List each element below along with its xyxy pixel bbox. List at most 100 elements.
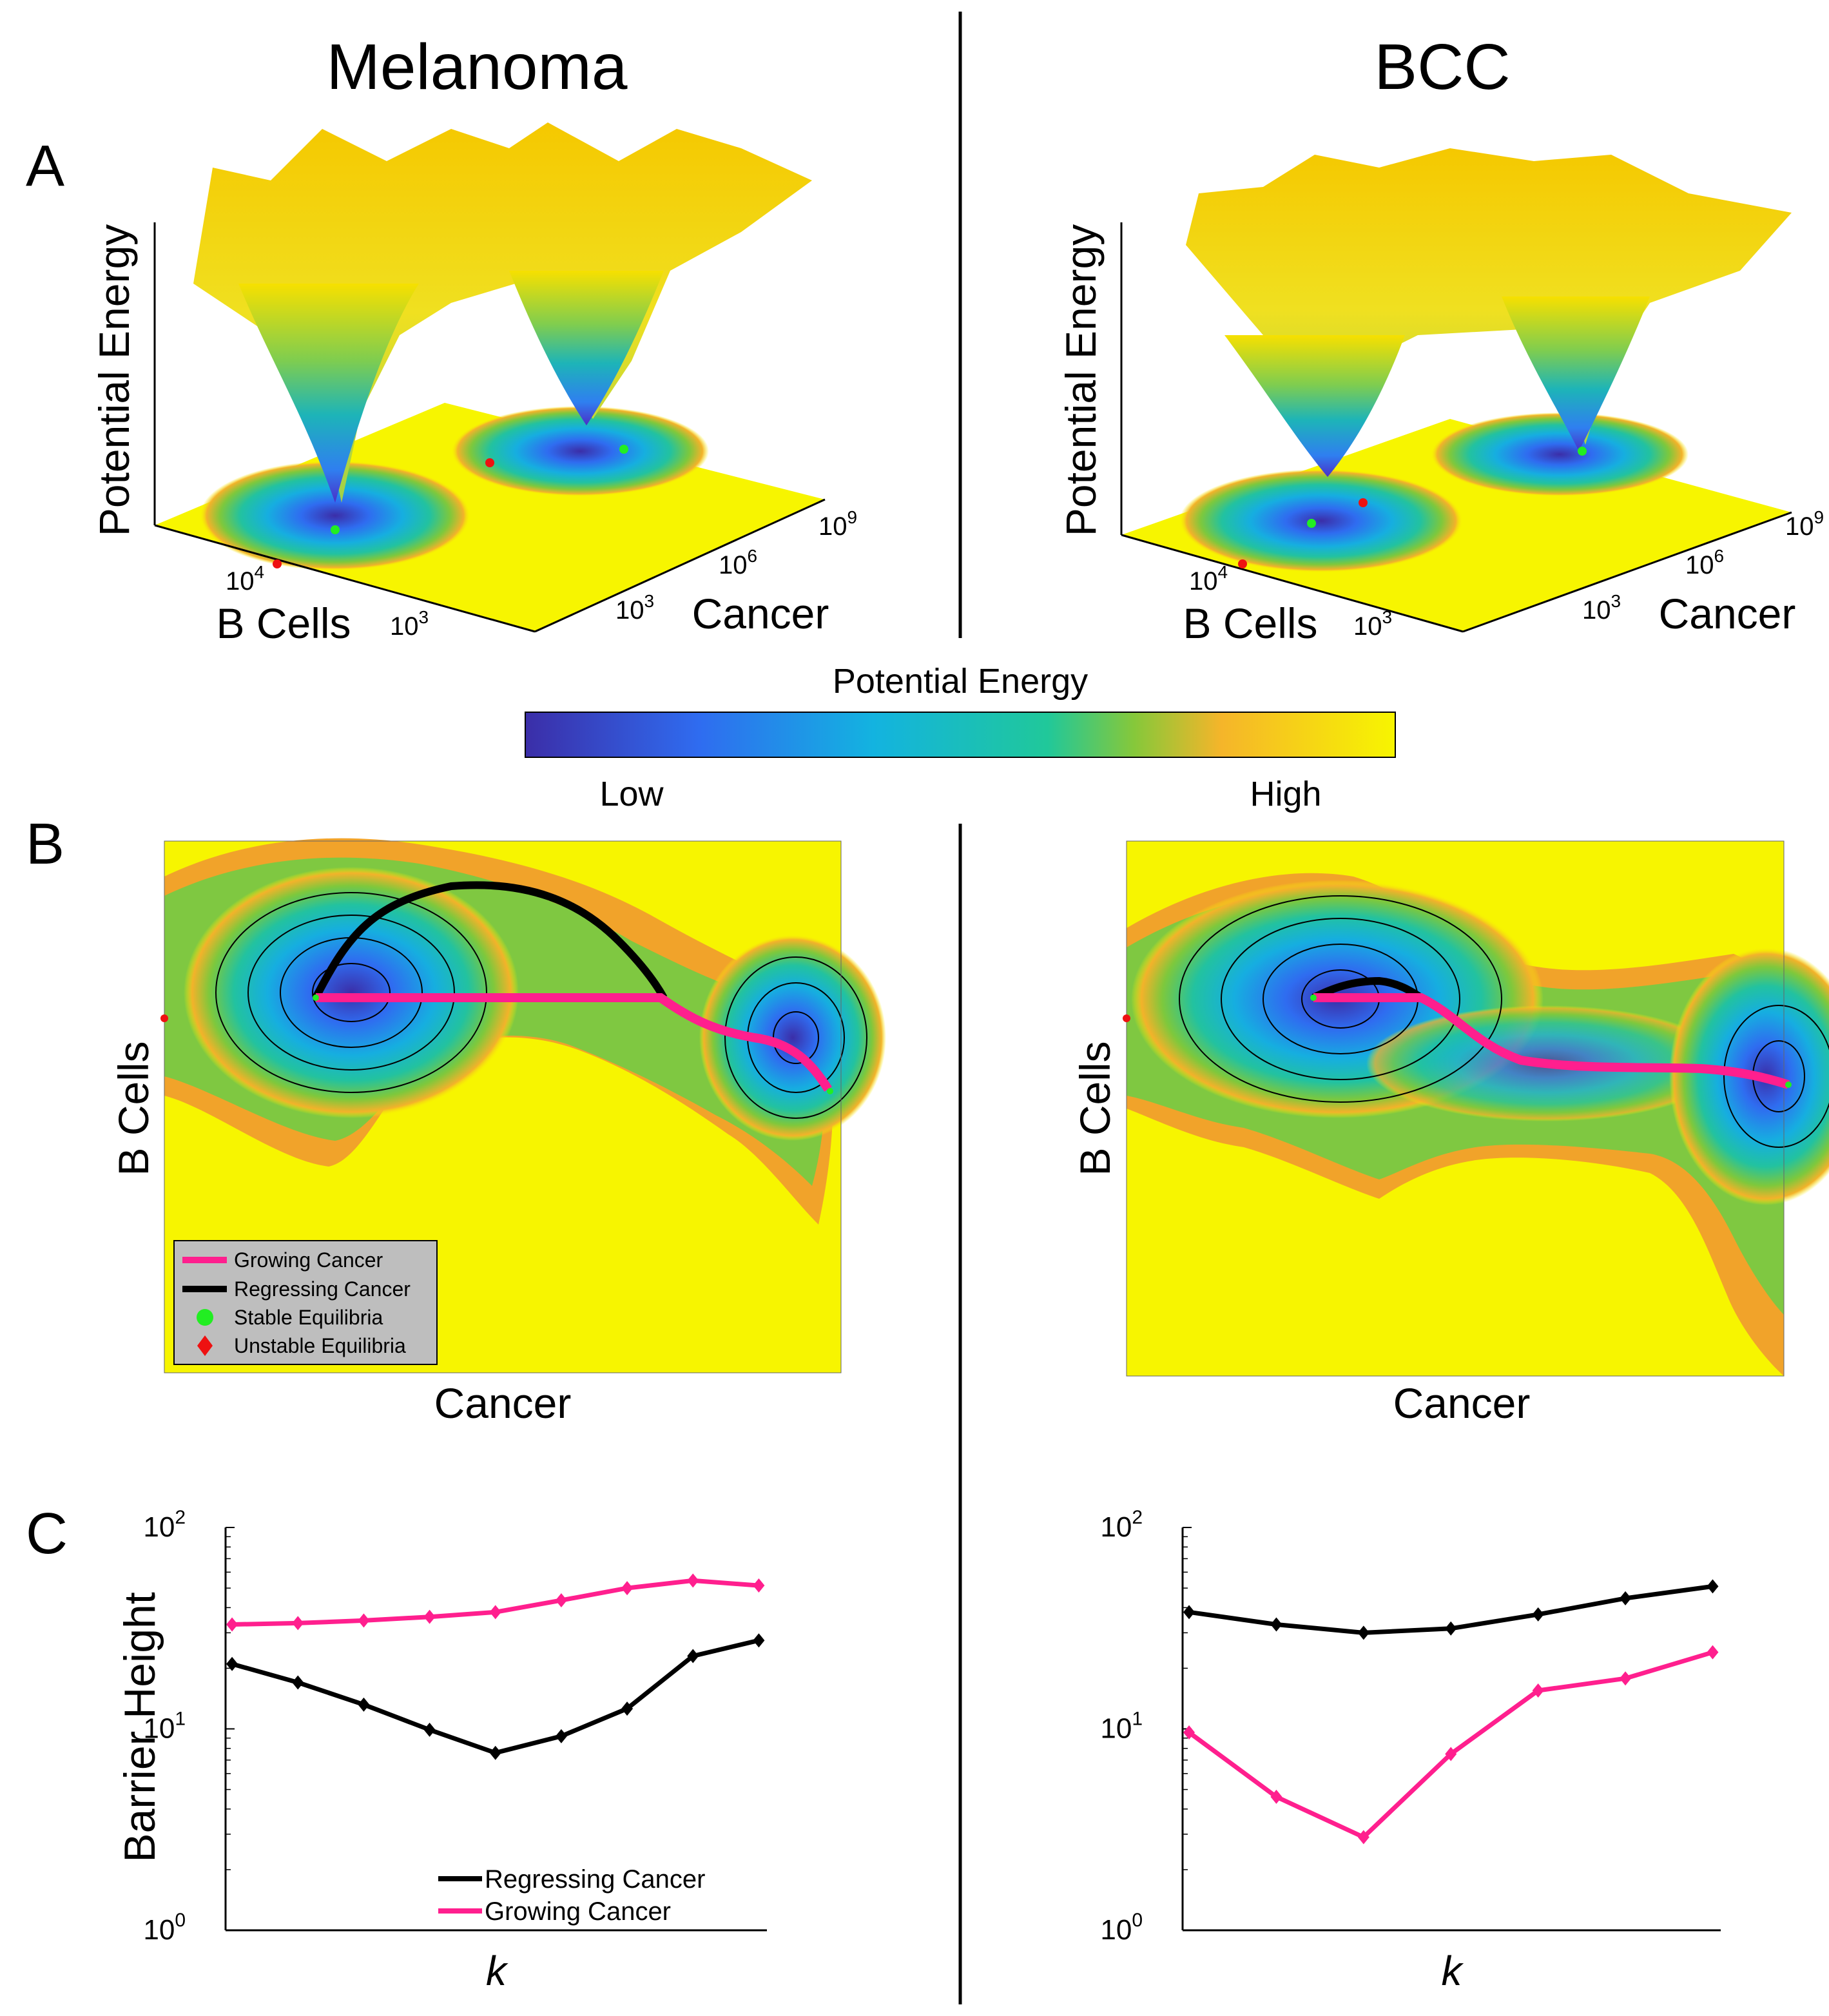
unstable-equilibrium [273, 559, 282, 568]
cancer-tick: 103 [1582, 591, 1621, 625]
data-point [1532, 1607, 1544, 1622]
data-point [1270, 1789, 1282, 1804]
b-cells-tick: 103 [1353, 607, 1392, 641]
y-axis-label: B Cells [216, 599, 351, 647]
x-axis [534, 498, 826, 633]
floor-basin [451, 406, 709, 496]
data-point [621, 1581, 634, 1596]
x-axis-label: Cancer [692, 590, 829, 637]
floor-basin [200, 461, 470, 570]
plot-frame [1126, 840, 1785, 1377]
cancer-tick: 109 [818, 507, 857, 541]
y-tick-label: 100 [143, 1910, 186, 1946]
growing-trajectory [1313, 993, 1790, 1089]
plot-frame [164, 840, 842, 1373]
cancer-tick: 103 [615, 591, 654, 625]
data-point [226, 1617, 238, 1632]
stable-equilibrium [1307, 519, 1316, 528]
floor-basin [1179, 469, 1463, 572]
contour-lines [215, 892, 867, 1119]
colorbar: Potential Energy Low High [525, 662, 1396, 813]
z-axis-label: Potential Energy [90, 224, 138, 536]
x-axis-label: k [1442, 1948, 1464, 1994]
z-axis-label: Potential Energy [1057, 224, 1105, 536]
energy-well [1224, 335, 1405, 477]
regressing-trajectory [1311, 976, 1424, 1002]
data-point [489, 1745, 501, 1760]
stable-equilibrium [619, 445, 628, 454]
floor-basin [1431, 412, 1689, 496]
growing-trajectory [316, 993, 832, 1092]
b-cells-tick: 104 [226, 562, 264, 596]
title-bcc: BCC [1374, 31, 1510, 103]
data-point [1620, 1671, 1632, 1686]
data-point [1445, 1621, 1457, 1636]
legend-panel-b: Growing Cancer Regressing Cancer Stable … [173, 1240, 438, 1365]
x-axis-label: Cancer [434, 1379, 572, 1427]
contour-map-bcc: Cancer B Cells [1071, 840, 1829, 1427]
y-tick-label: 101 [1100, 1709, 1143, 1745]
y-axis-label: B Cells [1071, 1041, 1119, 1176]
y-axis-label: B Cells [110, 1041, 157, 1176]
legend-regressing-label: Regressing Cancer [234, 1277, 411, 1301]
growing-cancer-line [1187, 1650, 1714, 1839]
cancer-tick: 106 [1685, 546, 1724, 579]
legend-label: Regressing Cancer [485, 1865, 705, 1894]
colorbar-gradient [525, 712, 1396, 758]
colorbar-low-label: Low [599, 775, 664, 813]
data-point [687, 1573, 699, 1588]
landscape-3d-bcc: Potential Energy B Cells Cancer 104 103 … [1057, 148, 1824, 647]
stable-equilibrium [1578, 447, 1587, 456]
panel-label-b: B [26, 812, 64, 877]
regressing-trajectory [312, 881, 668, 1000]
data-point [226, 1656, 238, 1671]
data-point [1357, 1625, 1369, 1640]
y-tick-label: 102 [1100, 1507, 1143, 1543]
stable-equilibrium [827, 1088, 833, 1094]
data-point [753, 1633, 765, 1648]
landscape-3d-melanoma: Potential Energy B Cells Cancer 104 103 … [90, 122, 857, 647]
data-point [1183, 1605, 1195, 1620]
data-point [1532, 1683, 1544, 1698]
data-point [621, 1701, 634, 1716]
data-point [1707, 1645, 1719, 1660]
contour-map-melanoma: Growing Cancer Regressing Cancer Stable … [110, 838, 886, 1427]
stable-equilibrium [331, 525, 340, 534]
y-axis-label: B Cells [1183, 599, 1317, 647]
regressing-cancer-line [231, 1638, 760, 1756]
cancer-tick: 106 [719, 546, 757, 579]
stable-equilibrium [1310, 994, 1317, 1001]
energy-well [1502, 296, 1650, 451]
unstable-equilibrium [1123, 1014, 1130, 1022]
chart-c-bcc: 100 101 102 k [1100, 1507, 1721, 1994]
data-point [358, 1697, 370, 1712]
data-point [555, 1729, 567, 1743]
panel-label-c: C [26, 1502, 68, 1566]
data-point [489, 1605, 501, 1620]
y-tick-label: 101 [143, 1709, 186, 1745]
x-axis-label: Cancer [1393, 1379, 1531, 1427]
data-point [292, 1675, 304, 1690]
data-point [1183, 1725, 1195, 1740]
cancer-tick: 109 [1785, 507, 1824, 541]
unstable-equilibrium [1238, 559, 1247, 568]
data-point [292, 1616, 304, 1631]
energy-well [238, 284, 419, 503]
unstable-equilibrium [160, 1014, 168, 1022]
data-point [358, 1613, 370, 1628]
legend-unstable-marker [197, 1335, 213, 1356]
x-axis [1462, 511, 1792, 633]
chart-c-ylabel: Barrier Height [115, 1592, 164, 1863]
legend-label: Growing Cancer [485, 1897, 671, 1926]
contour-lines [1179, 895, 1829, 1148]
data-point [423, 1722, 436, 1737]
legend-growing-label: Growing Cancer [234, 1248, 383, 1272]
contour-basin [699, 935, 886, 1141]
colorbar-title: Potential Energy [833, 662, 1088, 701]
legend-unstable-label: Unstable Equilibria [234, 1334, 406, 1357]
stable-equilibrium [313, 994, 319, 1001]
chart-c-melanoma: 100 101 102 k Regressing Cancer Growing Cance… [143, 1507, 767, 1994]
data-point [1620, 1591, 1632, 1605]
data-point [753, 1578, 765, 1593]
